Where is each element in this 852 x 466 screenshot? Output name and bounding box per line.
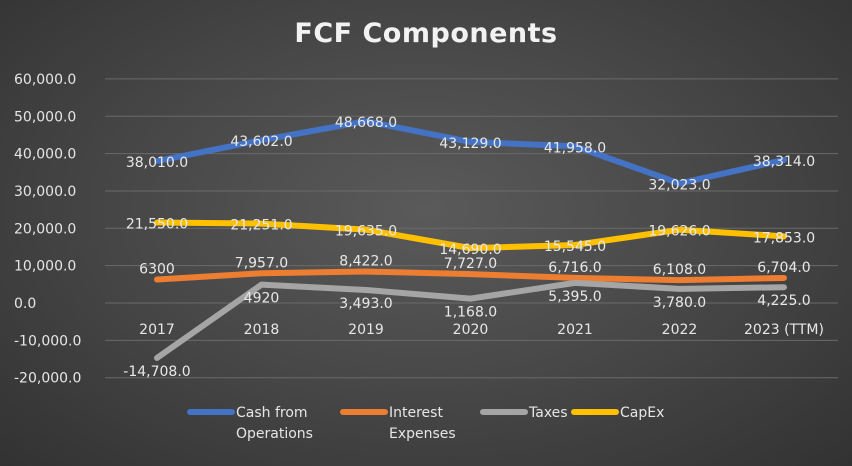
data-label: 8,422.0 [339, 254, 392, 270]
y-tick-label: -20,000.0 [14, 371, 81, 387]
data-label: 21,251.0 [230, 218, 292, 234]
data-label: 38,010.0 [126, 155, 188, 171]
data-label: 1,168.0 [444, 305, 497, 321]
data-label: 32,023.0 [648, 177, 710, 193]
data-label: 43,129.0 [439, 136, 501, 152]
x-tick-label: 2019 [348, 322, 384, 338]
data-label: 15,545.0 [544, 239, 606, 255]
data-label: 43,602.0 [230, 134, 292, 150]
legend-item-taxes: Taxes [480, 405, 568, 421]
data-label: 6,108.0 [653, 262, 706, 278]
data-label: 21,550.0 [126, 217, 188, 233]
legend-label: Taxes [528, 405, 568, 421]
data-label: 3,780.0 [653, 295, 706, 311]
x-tick-label: 2023 (TTM) [744, 322, 824, 338]
data-label: 5,395.0 [548, 289, 601, 305]
y-tick-label: -10,000.0 [14, 333, 81, 349]
x-tick-label: 2022 [662, 322, 698, 338]
data-label: 6300 [139, 261, 175, 277]
y-tick-label: 40,000.0 [14, 147, 76, 163]
series-line-taxes [154, 279, 787, 361]
data-label: 41,958.0 [544, 140, 606, 156]
data-label: 6,704.0 [757, 260, 810, 276]
data-label: 48,668.0 [335, 115, 397, 131]
legend-label: Expenses [389, 426, 456, 442]
legend-label: Operations [236, 426, 313, 442]
y-tick-label: 10,000.0 [14, 259, 76, 275]
data-label: 6,716.0 [548, 260, 601, 276]
x-tick-label: 2017 [139, 322, 175, 338]
y-tick-label: 50,000.0 [14, 109, 76, 125]
legend-label: Cash from [236, 405, 308, 421]
x-tick-label: 2020 [453, 322, 489, 338]
chart-title: FCF Components [294, 18, 558, 49]
legend-label: CapEx [620, 405, 664, 421]
series-line-interest-expenses [154, 268, 787, 284]
series-line-cash-from-operations [154, 118, 787, 187]
legend-item-interest-expenses: Interest Expenses [340, 405, 456, 442]
y-tick-label: 20,000.0 [14, 221, 76, 237]
data-label: 4,225.0 [757, 293, 810, 309]
data-label: 3,493.0 [339, 296, 392, 312]
data-label: 38,314.0 [753, 154, 815, 170]
y-tick-label: 60,000.0 [14, 72, 76, 88]
data-label: -14,708.0 [123, 364, 190, 380]
data-label: 7,727.0 [444, 256, 497, 272]
legend-item-cash-from-operations: Cash from Operations [187, 405, 313, 442]
data-label: 7,957.0 [235, 255, 288, 271]
data-label: 17,853.0 [753, 230, 815, 246]
series-line-capex [154, 219, 787, 252]
data-label: 4920 [244, 291, 280, 307]
legend-label: Interest [389, 405, 443, 421]
y-tick-label: 30,000.0 [14, 184, 76, 200]
x-tick-label: 2018 [244, 322, 280, 338]
legend-item-capex: CapEx [571, 405, 664, 421]
data-label: 19,626.0 [648, 224, 710, 240]
y-tick-label: 0.0 [14, 296, 36, 312]
data-label: 14,690.0 [439, 242, 501, 258]
x-tick-label: 2021 [557, 322, 593, 338]
data-label: 19,635.0 [335, 224, 397, 240]
